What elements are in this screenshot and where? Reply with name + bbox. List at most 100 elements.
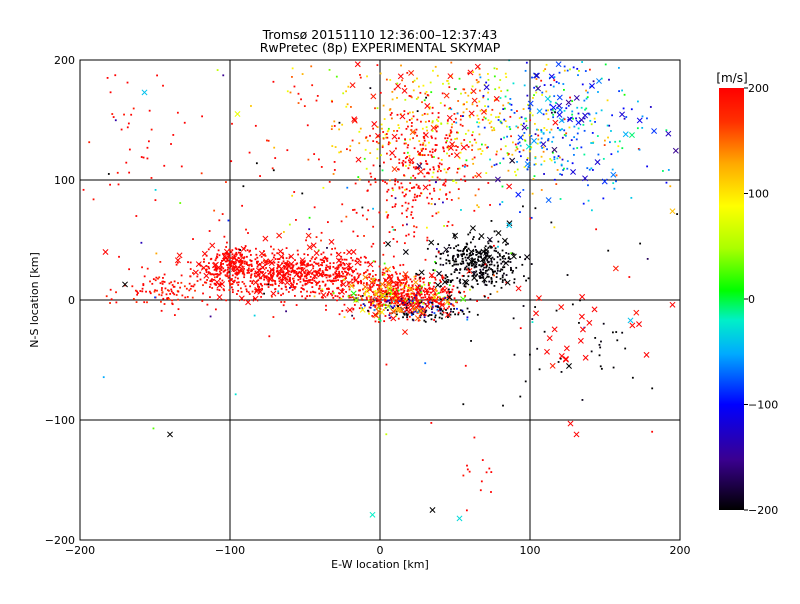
point-dot (420, 301, 423, 304)
point-dot (369, 285, 371, 288)
point-dot (414, 302, 416, 305)
point-dot (251, 282, 254, 285)
point-dot (469, 241, 472, 244)
point-dot (251, 280, 254, 283)
point-dot (114, 74, 117, 77)
point-dot (443, 182, 446, 185)
point-dot (433, 297, 436, 299)
point-dot (509, 115, 512, 118)
point-dot (379, 304, 382, 307)
point-dot (484, 245, 487, 248)
point-dot (414, 167, 417, 170)
point-dot (412, 137, 414, 140)
point-dot (453, 260, 456, 263)
point-dot (308, 228, 311, 231)
point-dot (366, 298, 368, 301)
point-dot (580, 146, 583, 149)
point-dot (204, 281, 206, 284)
point-dot (328, 68, 331, 71)
point-dot (571, 100, 574, 103)
point-dot (509, 98, 512, 100)
point-dot (386, 309, 389, 311)
point-dot (259, 175, 261, 177)
point-dot (111, 113, 114, 115)
point-dot (451, 264, 454, 267)
point-x-marker (310, 242, 317, 249)
point-dot (384, 267, 387, 270)
point-dot (410, 176, 412, 179)
point-dot (482, 261, 485, 264)
point-dot (498, 86, 501, 89)
point-dot (430, 422, 433, 424)
point-dot (282, 260, 285, 263)
point-dot (297, 266, 300, 269)
point-dot (369, 87, 372, 90)
point-dot (435, 126, 437, 129)
point-dot (351, 139, 354, 142)
point-dot (482, 268, 484, 271)
point-dot (404, 157, 407, 160)
point-dot (427, 202, 430, 205)
point-dot (505, 76, 508, 79)
point-dot (353, 278, 356, 281)
point-dot (543, 160, 546, 163)
point-dot (227, 255, 230, 257)
point-dot (534, 157, 537, 160)
point-dot (404, 98, 407, 101)
point-dot (445, 309, 447, 311)
point-dot (272, 256, 275, 259)
point-dot (299, 280, 302, 283)
point-x-marker (444, 311, 451, 318)
point-dot (330, 280, 332, 283)
point-dot (367, 299, 370, 302)
point-dot (286, 260, 289, 263)
point-dot (434, 314, 437, 317)
point-dot (599, 346, 602, 349)
point-dot (452, 259, 455, 262)
point-dot (315, 283, 318, 286)
point-dot (456, 256, 459, 258)
point-dot (357, 280, 360, 283)
point-dot (412, 174, 415, 177)
point-dot (292, 277, 295, 280)
point-dot (540, 79, 543, 82)
point-dot (583, 153, 586, 156)
point-dot (378, 287, 381, 290)
point-dot (623, 93, 626, 96)
point-dot (625, 116, 628, 118)
y-tick-label: −200 (45, 534, 75, 547)
point-dot (301, 264, 304, 266)
point-dot (278, 280, 281, 283)
point-dot (403, 289, 406, 292)
point-dot (249, 276, 252, 279)
point-dot (548, 76, 551, 79)
point-dot (411, 284, 414, 287)
point-dot (327, 274, 329, 277)
point-dot (486, 264, 488, 267)
point-dot (227, 256, 230, 259)
point-dot (336, 266, 338, 269)
point-dot (520, 123, 523, 126)
point-dot (170, 288, 173, 291)
point-dot (359, 273, 362, 276)
point-x-marker (354, 259, 361, 266)
point-dot (427, 302, 430, 305)
point-dot (423, 175, 426, 178)
point-dot (297, 102, 300, 104)
point-dot (573, 136, 576, 139)
point-dot (240, 254, 243, 257)
point-dot (333, 277, 335, 280)
point-dot (460, 92, 462, 95)
point-dot (405, 215, 408, 218)
point-dot (414, 297, 417, 299)
point-dot (372, 164, 375, 167)
point-dot (379, 319, 382, 322)
point-dot (578, 321, 580, 324)
point-dot (432, 285, 435, 288)
point-dot (378, 284, 381, 287)
point-dot (304, 269, 307, 272)
point-dot (555, 309, 558, 312)
point-dot (422, 307, 425, 309)
point-dot (404, 297, 407, 300)
point-dot (407, 304, 410, 307)
